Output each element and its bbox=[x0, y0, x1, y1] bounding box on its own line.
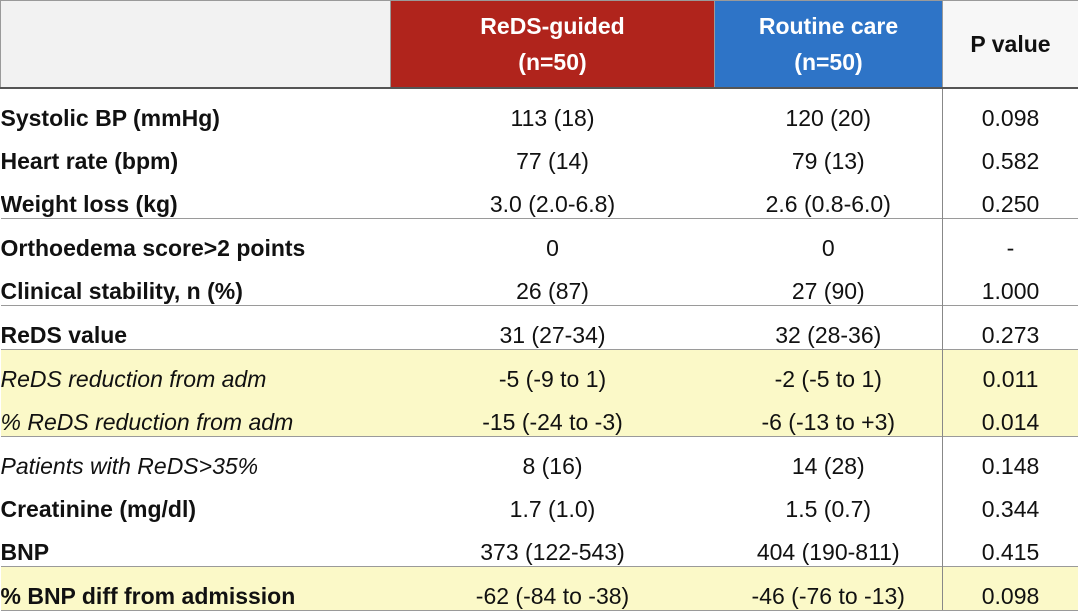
routine-care-value: 32 (28-36) bbox=[715, 306, 943, 350]
p-value: 0.098 bbox=[943, 88, 1078, 132]
table-row: Clinical stability, n (%)26 (87)27 (90)1… bbox=[1, 262, 1078, 306]
table-row: Patients with ReDS>35%8 (16)14 (28)0.148 bbox=[1, 437, 1078, 481]
header-routine-line2: (n=50) bbox=[794, 49, 862, 75]
row-label: ReDS value bbox=[1, 306, 391, 350]
p-value: 0.344 bbox=[943, 480, 1078, 523]
reds-guided-value: 113 (18) bbox=[391, 88, 715, 132]
routine-care-value: -6 (-13 to +3) bbox=[715, 393, 943, 437]
p-value: 0.148 bbox=[943, 437, 1078, 481]
row-label: Weight loss (kg) bbox=[1, 175, 391, 219]
reds-guided-value: -62 (-84 to -38) bbox=[391, 567, 715, 611]
reds-guided-value: 373 (122-543) bbox=[391, 523, 715, 567]
row-label: Clinical stability, n (%) bbox=[1, 262, 391, 306]
p-value: 0.098 bbox=[943, 567, 1078, 611]
p-value: 0.014 bbox=[943, 393, 1078, 437]
header-p-value: P value bbox=[943, 1, 1078, 89]
table-row: Creatinine (mg/dl)1.7 (1.0)1.5 (0.7)0.34… bbox=[1, 480, 1078, 523]
reds-guided-value: 8 (16) bbox=[391, 437, 715, 481]
table-row: Systolic BP (mmHg)113 (18)120 (20)0.098 bbox=[1, 88, 1078, 132]
p-value: - bbox=[943, 219, 1078, 263]
table-row: ReDS reduction from adm-5 (-9 to 1)-2 (-… bbox=[1, 350, 1078, 394]
reds-guided-value: 77 (14) bbox=[391, 132, 715, 175]
header-blank-cell bbox=[1, 1, 391, 89]
routine-care-value: 1.5 (0.7) bbox=[715, 480, 943, 523]
reds-guided-value: 26 (87) bbox=[391, 262, 715, 306]
reds-guided-value: -5 (-9 to 1) bbox=[391, 350, 715, 394]
routine-care-value: -2 (-5 to 1) bbox=[715, 350, 943, 394]
p-value: 0.582 bbox=[943, 132, 1078, 175]
row-label: ReDS reduction from adm bbox=[1, 350, 391, 394]
p-value: 1.000 bbox=[943, 262, 1078, 306]
p-value: 0.011 bbox=[943, 350, 1078, 394]
routine-care-value: 404 (190-811) bbox=[715, 523, 943, 567]
header-reds-line2: (n=50) bbox=[518, 49, 586, 75]
routine-care-value: -46 (-76 to -13) bbox=[715, 567, 943, 611]
routine-care-value: 120 (20) bbox=[715, 88, 943, 132]
reds-guided-value: 3.0 (2.0-6.8) bbox=[391, 175, 715, 219]
header-row: ReDS-guided (n=50) Routine care (n=50) P… bbox=[1, 1, 1078, 89]
routine-care-value: 14 (28) bbox=[715, 437, 943, 481]
row-label: Systolic BP (mmHg) bbox=[1, 88, 391, 132]
routine-care-value: 0 bbox=[715, 219, 943, 263]
row-label: % BNP diff from admission bbox=[1, 567, 391, 611]
header-reds-line1: ReDS-guided bbox=[480, 13, 624, 39]
table-row: % ReDS reduction from adm-15 (-24 to -3)… bbox=[1, 393, 1078, 437]
reds-guided-value: 31 (27-34) bbox=[391, 306, 715, 350]
header-routine-line1: Routine care bbox=[759, 13, 898, 39]
routine-care-value: 2.6 (0.8-6.0) bbox=[715, 175, 943, 219]
reds-guided-value: -15 (-24 to -3) bbox=[391, 393, 715, 437]
p-value: 0.273 bbox=[943, 306, 1078, 350]
reds-guided-value: 0 bbox=[391, 219, 715, 263]
header-routine-care: Routine care (n=50) bbox=[715, 1, 943, 89]
table-row: Weight loss (kg)3.0 (2.0-6.8)2.6 (0.8-6.… bbox=[1, 175, 1078, 219]
row-label: % ReDS reduction from adm bbox=[1, 393, 391, 437]
routine-care-value: 79 (13) bbox=[715, 132, 943, 175]
p-value: 0.250 bbox=[943, 175, 1078, 219]
header-reds-guided: ReDS-guided (n=50) bbox=[391, 1, 715, 89]
row-label: Orthoedema score>2 points bbox=[1, 219, 391, 263]
p-value: 0.415 bbox=[943, 523, 1078, 567]
row-label: Creatinine (mg/dl) bbox=[1, 480, 391, 523]
row-label: Patients with ReDS>35% bbox=[1, 437, 391, 481]
row-label: Heart rate (bpm) bbox=[1, 132, 391, 175]
reds-guided-value: 1.7 (1.0) bbox=[391, 480, 715, 523]
row-label: BNP bbox=[1, 523, 391, 567]
table-row: Heart rate (bpm)77 (14)79 (13)0.582 bbox=[1, 132, 1078, 175]
table-row: % BNP diff from admission-62 (-84 to -38… bbox=[1, 567, 1078, 611]
routine-care-value: 27 (90) bbox=[715, 262, 943, 306]
